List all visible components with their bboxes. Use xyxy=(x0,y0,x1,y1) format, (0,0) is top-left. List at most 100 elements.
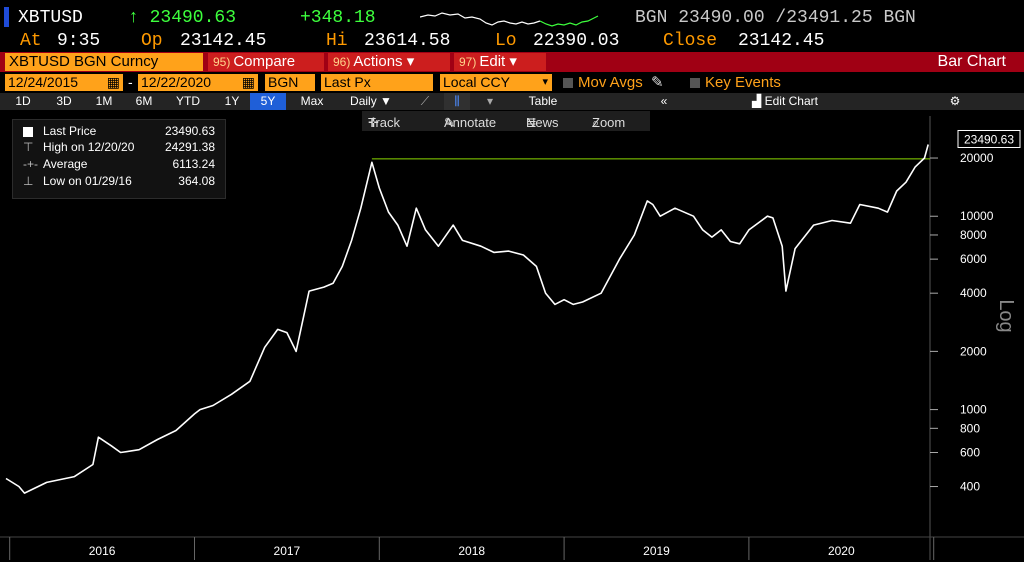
net-change: +348.18 xyxy=(300,8,376,28)
mov-avgs-toggle[interactable]: Mov Avgs ✎ xyxy=(563,74,664,91)
symbol[interactable]: XBTUSD xyxy=(18,8,83,28)
range-max[interactable]: Max xyxy=(300,94,324,108)
range-1y[interactable]: 1Y xyxy=(224,94,240,108)
chart-style-dropdown[interactable]: ▾ xyxy=(486,94,494,108)
table-button[interactable]: Table xyxy=(528,94,558,108)
mov-avgs-label: Mov Avgs xyxy=(578,74,643,91)
end-date-field[interactable]: 12/22/2020 ▦ xyxy=(138,74,258,91)
key-events-label: Key Events xyxy=(705,74,781,91)
news-label: News xyxy=(526,115,559,130)
crosshair-icon: ✛ xyxy=(368,115,379,130)
legend-high-value: 24291.38 xyxy=(164,140,215,154)
close-value: 23142.45 xyxy=(738,31,825,51)
x-tick-label: 2018 xyxy=(458,544,485,558)
y-axis: 400 600 800 1000 2000 4000 6000 8000 10000 20000 2… xyxy=(930,129,1021,494)
edit-chart-button[interactable]: ▟ Edit Chart xyxy=(738,93,832,110)
high-value: 23614.58 xyxy=(364,31,451,51)
average-marker-icon: -+- xyxy=(23,157,38,171)
y-tick-label: 800 xyxy=(960,421,980,435)
high-marker-icon: ⊤ xyxy=(23,140,34,154)
currency-selector[interactable]: Local CCY ▾ xyxy=(440,74,552,91)
range-1d[interactable]: 1D xyxy=(15,94,31,108)
price-series-line xyxy=(5,144,929,494)
date-separator: - xyxy=(128,74,133,90)
open-value: 23142.45 xyxy=(180,31,267,51)
compare-button[interactable]: 95) Compare xyxy=(208,53,324,71)
chart-type-title: Bar Chart xyxy=(937,53,1006,70)
bar-chart-icon[interactable]: ⫼ xyxy=(444,93,470,110)
high-label: Hi xyxy=(326,31,348,51)
range-ytd[interactable]: YTD xyxy=(176,94,200,108)
at-value: 9:35 xyxy=(57,31,101,51)
y-tick-label: 20000 xyxy=(960,151,994,165)
start-date-field[interactable]: 12/24/2015 ▦ xyxy=(5,74,123,91)
security-tag xyxy=(4,7,9,27)
y-tick-label: 1000 xyxy=(960,403,987,417)
frequency-dropdown[interactable]: Daily ▼ xyxy=(350,94,392,108)
edit-chart-label: Edit Chart xyxy=(764,94,818,108)
at-label: At xyxy=(20,31,42,51)
x-tick-label: 2017 xyxy=(274,544,301,558)
gear-icon[interactable]: ⚙ xyxy=(949,94,961,108)
calendar-icon[interactable]: ▦ xyxy=(241,74,255,90)
start-date-value: 12/24/2015 xyxy=(8,74,79,90)
key-events-toggle[interactable]: Key Events xyxy=(690,74,781,91)
annotate-icon: ✎ xyxy=(444,115,455,130)
close-label: Close xyxy=(663,31,718,51)
edit-button[interactable]: 97) Edit ▾ xyxy=(454,53,546,71)
low-value: 22390.03 xyxy=(533,31,620,51)
legend-low-label: Low on 01/29/16 xyxy=(43,174,132,188)
low-label: Lo xyxy=(495,31,517,51)
range-1m[interactable]: 1M xyxy=(95,94,113,108)
line-chart-icon[interactable]: ⟋ xyxy=(420,94,430,108)
compare-number: 95) xyxy=(213,55,231,69)
checkbox-icon[interactable] xyxy=(563,78,573,89)
legend-last-value: 23490.63 xyxy=(164,124,215,138)
last-price-box xyxy=(957,129,1021,148)
annotate-label: Annotate xyxy=(444,115,497,130)
actions-label: Actions ▾ xyxy=(353,53,415,70)
security-field[interactable]: XBTUSD BGN Curncy xyxy=(5,53,203,71)
pencil-icon[interactable]: ✎ xyxy=(650,74,664,91)
legend-last-label: Last Price xyxy=(43,124,97,138)
range-3d[interactable]: 3D xyxy=(56,94,72,108)
source-field[interactable]: BGN xyxy=(265,74,315,91)
y-tick-label: 6000 xyxy=(960,252,987,266)
x-axis: 2016 2017 2018 2019 2020 xyxy=(9,537,935,560)
chart-grid xyxy=(0,116,1024,560)
y-tick-label: 2000 xyxy=(960,344,987,358)
price-line-layer xyxy=(5,144,929,494)
chevron-down-icon: ▾ xyxy=(542,76,548,88)
track-label: Track xyxy=(368,115,401,130)
chart-tools: ✛ Track ✎ Annotate ≣ News ⌕ Zoom xyxy=(362,111,650,131)
legend-average-label: Average xyxy=(43,157,88,171)
field-selector[interactable]: Last Px xyxy=(321,74,433,91)
actions-button[interactable]: 96) Actions ▾ xyxy=(328,53,450,71)
x-tick-label: 2020 xyxy=(828,544,855,558)
legend-high: ⊤ High on 12/20/20 24291.38 xyxy=(19,140,219,156)
last-price: ↑ 23490.63 xyxy=(128,8,237,28)
y-tick-label: 10000 xyxy=(960,209,994,223)
range-6m[interactable]: 6M xyxy=(135,94,153,108)
open-label: Op xyxy=(141,31,163,51)
collapse-icon[interactable]: « xyxy=(660,94,668,108)
range-5y[interactable]: 5Y xyxy=(250,93,286,110)
quote-header: XBTUSD ↑ 23490.63 +348.18 BGN 23490.00 /… xyxy=(0,5,1024,31)
legend-last-price: Last Price 23490.63 xyxy=(19,124,219,140)
calendar-icon[interactable]: ▦ xyxy=(106,74,120,90)
legend-average: -+- Average 6113.24 xyxy=(19,157,219,173)
zoom-icon: ⌕ xyxy=(592,115,600,130)
legend-average-value: 6113.24 xyxy=(172,157,216,171)
y-tick-label: 4000 xyxy=(960,286,987,300)
x-tick-label: 2016 xyxy=(89,544,116,558)
news-icon: ≣ xyxy=(526,115,537,130)
white-square-icon xyxy=(23,127,33,137)
legend-high-label: High on 12/20/20 xyxy=(43,140,135,154)
legend-low-value: 364.08 xyxy=(178,174,215,188)
last-price-label: 23490.63 xyxy=(964,132,1014,146)
actions-number: 96) xyxy=(333,55,351,69)
y-axis-scale-label: Log xyxy=(995,299,1017,332)
checkbox-icon[interactable] xyxy=(690,78,700,89)
ohlc-row: At 9:35 Op 23142.45 Hi 23614.58 Lo 22390… xyxy=(0,30,1024,52)
